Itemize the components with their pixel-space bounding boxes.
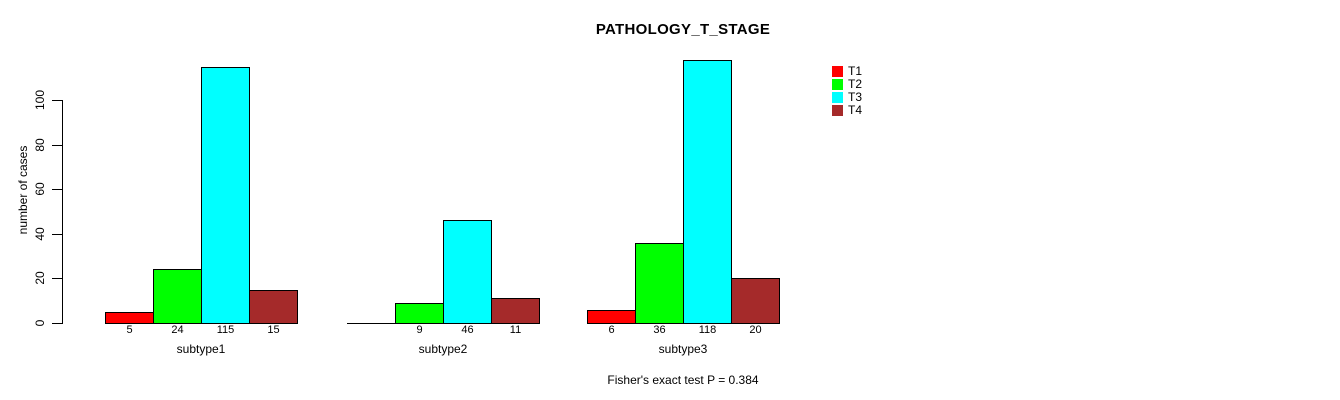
bar-subtype1-T4 bbox=[249, 290, 298, 324]
bar-value-label-subtype1-T1: 5 bbox=[126, 324, 133, 336]
y-tick-mark bbox=[52, 234, 62, 235]
bar-value-label-subtype1-T4: 15 bbox=[267, 324, 280, 336]
legend-label: T2 bbox=[848, 77, 863, 91]
y-tick-mark bbox=[52, 100, 62, 101]
y-tick-label: 80 bbox=[33, 138, 47, 152]
category-label-subtype2: subtype2 bbox=[418, 342, 468, 356]
bar-value-label-subtype3-T2: 36 bbox=[653, 324, 666, 336]
y-tick-label: 60 bbox=[33, 182, 47, 196]
bar-value-label-subtype3-T1: 6 bbox=[608, 324, 615, 336]
legend-label: T4 bbox=[848, 103, 863, 117]
chart-title: PATHOLOGY_T_STAGE bbox=[595, 21, 771, 38]
y-axis-label: number of cases bbox=[16, 145, 30, 235]
bar-subtype3-T3 bbox=[683, 60, 732, 324]
bar-value-label-subtype2-T4: 11 bbox=[509, 324, 522, 336]
legend-label: T3 bbox=[848, 90, 863, 104]
y-tick-mark bbox=[52, 189, 62, 190]
bar-subtype2-T1 bbox=[347, 323, 396, 324]
stat-annotation: Fisher's exact test P = 0.384 bbox=[607, 373, 759, 387]
y-tick-label: 100 bbox=[33, 89, 47, 111]
bar-subtype1-T1 bbox=[105, 312, 154, 324]
legend-entry-t4: T4 bbox=[832, 104, 862, 117]
legend: T1 T2 T3 T4 bbox=[832, 65, 862, 117]
legend-entry-t1: T1 bbox=[832, 65, 862, 78]
legend-entry-t2: T2 bbox=[832, 78, 862, 91]
y-tick-mark bbox=[52, 145, 62, 146]
legend-swatch-t4 bbox=[832, 105, 843, 116]
legend-swatch-t1 bbox=[832, 66, 843, 77]
bar-subtype2-T3 bbox=[443, 220, 492, 324]
bar-subtype1-T3 bbox=[201, 67, 250, 324]
bar-value-label-subtype2-T2: 9 bbox=[416, 324, 423, 336]
bar-subtype2-T2 bbox=[395, 303, 444, 324]
bar-subtype1-T2 bbox=[153, 269, 202, 324]
legend-entry-t3: T3 bbox=[832, 91, 862, 104]
y-tick-label: 20 bbox=[33, 271, 47, 285]
y-tick-label: 40 bbox=[33, 227, 47, 241]
legend-swatch-t2 bbox=[832, 79, 843, 90]
bar-value-label-subtype1-T2: 24 bbox=[171, 324, 184, 336]
bar-value-label-subtype2-T3: 46 bbox=[461, 324, 474, 336]
y-tick-label: 0 bbox=[33, 319, 47, 327]
y-tick-mark bbox=[52, 323, 62, 324]
category-label-subtype1: subtype1 bbox=[176, 342, 226, 356]
bar-value-label-subtype3-T4: 20 bbox=[749, 324, 762, 336]
bar-value-label-subtype3-T3: 118 bbox=[698, 324, 717, 336]
y-axis-line bbox=[62, 100, 63, 324]
bar-subtype3-T2 bbox=[635, 243, 684, 324]
legend-label: T1 bbox=[848, 64, 863, 78]
bar-value-label-subtype1-T3: 115 bbox=[216, 324, 235, 336]
legend-swatch-t3 bbox=[832, 92, 843, 103]
bar-subtype2-T4 bbox=[491, 298, 540, 324]
bar-subtype3-T1 bbox=[587, 310, 636, 324]
y-tick-mark bbox=[52, 278, 62, 279]
category-label-subtype3: subtype3 bbox=[658, 342, 708, 356]
bar-subtype3-T4 bbox=[731, 278, 780, 324]
